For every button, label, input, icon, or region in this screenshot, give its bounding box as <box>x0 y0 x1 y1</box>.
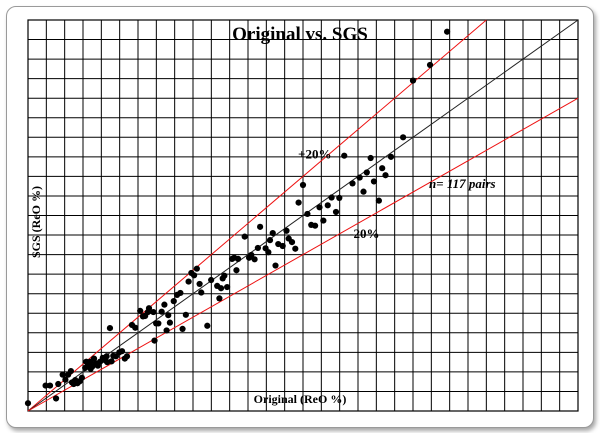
data-point <box>193 265 200 272</box>
data-point <box>324 202 331 209</box>
data-point <box>103 353 110 360</box>
y-axis-label: SGS (ReO %) <box>29 186 43 258</box>
data-point <box>370 178 378 185</box>
data-point <box>375 197 382 204</box>
data-point <box>90 355 98 362</box>
data-point <box>191 272 198 279</box>
data-point <box>316 204 323 211</box>
data-point <box>356 174 363 181</box>
data-point <box>295 199 302 206</box>
data-point <box>216 295 223 302</box>
data-point <box>283 227 290 234</box>
annotation-plus-20: +20% <box>298 146 331 161</box>
annotation-pair-count: n= 117 pairs <box>429 176 496 191</box>
data-point <box>221 272 228 279</box>
data-point <box>204 322 211 329</box>
chart-title: Original vs. SGS <box>232 24 368 45</box>
plot-area <box>27 19 579 412</box>
data-point <box>320 217 327 224</box>
data-point <box>360 188 367 195</box>
reference-lines <box>27 19 579 412</box>
data-point <box>269 229 276 237</box>
data-point <box>55 380 62 388</box>
data-point <box>382 172 389 179</box>
data-point <box>59 371 66 378</box>
data-point <box>158 308 165 315</box>
data-point <box>145 305 153 312</box>
data-point <box>379 165 386 172</box>
data-point <box>233 267 240 274</box>
data-point <box>224 283 231 291</box>
data-point <box>177 289 184 297</box>
data-point <box>62 376 69 383</box>
data-point <box>165 312 172 319</box>
line-one-to-one <box>27 19 579 412</box>
data-point <box>208 276 215 284</box>
data-point <box>185 278 192 285</box>
data-point <box>166 319 173 326</box>
data-point <box>266 237 274 244</box>
data-point <box>332 208 340 216</box>
data-point <box>179 325 186 332</box>
data-points <box>24 28 451 407</box>
data-point <box>106 325 114 332</box>
data-point <box>304 210 311 218</box>
data-point <box>170 298 177 305</box>
data-point <box>52 395 60 402</box>
data-point <box>182 311 189 318</box>
data-point <box>123 353 131 360</box>
data-point <box>155 320 162 327</box>
data-point <box>272 262 279 269</box>
data-point <box>349 180 356 187</box>
data-point <box>257 223 264 230</box>
data-point <box>367 154 374 162</box>
data-point <box>363 169 370 176</box>
data-point <box>67 368 74 375</box>
annotation-minus-20: -20% <box>349 226 379 241</box>
data-point <box>251 256 258 263</box>
data-point <box>279 242 286 250</box>
data-point <box>336 194 343 202</box>
line-minus-20-percent <box>27 97 579 412</box>
data-point <box>235 255 242 263</box>
data-point <box>299 181 307 189</box>
data-point <box>254 244 261 252</box>
data-point <box>196 280 203 288</box>
data-point <box>241 233 248 240</box>
line-plus-20-percent <box>27 19 487 412</box>
data-point <box>137 307 144 315</box>
data-point <box>444 28 451 35</box>
data-point <box>400 134 407 141</box>
data-point <box>328 194 335 201</box>
data-point <box>312 222 319 229</box>
data-point <box>24 400 32 407</box>
data-point <box>426 61 434 69</box>
data-point <box>151 337 158 344</box>
data-point <box>132 324 139 331</box>
data-point <box>108 358 115 365</box>
data-point <box>46 382 54 389</box>
data-point <box>409 77 417 84</box>
data-point <box>78 374 85 381</box>
data-point <box>163 327 170 334</box>
data-point <box>265 249 272 256</box>
data-point <box>292 245 299 252</box>
data-point <box>161 301 168 308</box>
data-point <box>248 251 255 259</box>
data-point <box>387 153 395 160</box>
data-point <box>150 308 157 316</box>
data-point <box>217 285 225 292</box>
data-point <box>198 289 205 296</box>
data-point <box>118 348 126 355</box>
x-axis-label: Original (ReO %) <box>254 392 347 406</box>
data-point <box>341 152 348 159</box>
grid <box>28 20 578 411</box>
data-point <box>42 382 49 389</box>
data-point <box>288 238 296 246</box>
